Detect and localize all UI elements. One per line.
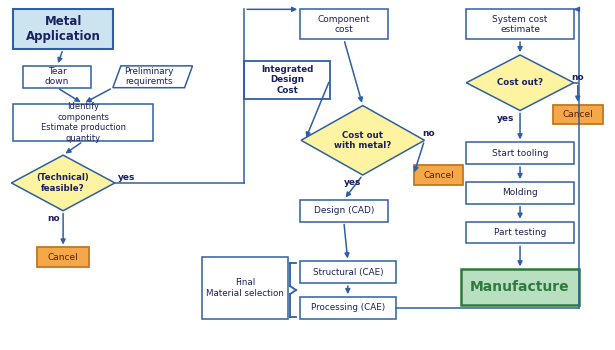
- FancyBboxPatch shape: [413, 165, 463, 185]
- FancyBboxPatch shape: [461, 269, 579, 305]
- Text: (Technical)
feasible?: (Technical) feasible?: [37, 173, 90, 193]
- Text: Manufacture: Manufacture: [470, 280, 570, 294]
- FancyBboxPatch shape: [466, 182, 574, 204]
- Text: Integrated
Design
Cost: Integrated Design Cost: [261, 65, 313, 94]
- Text: Cancel: Cancel: [423, 170, 454, 180]
- Text: yes: yes: [118, 174, 135, 182]
- Text: Start tooling: Start tooling: [492, 149, 549, 158]
- FancyBboxPatch shape: [553, 105, 603, 124]
- Text: Component
cost: Component cost: [317, 14, 370, 34]
- Text: Design (CAD): Design (CAD): [314, 206, 374, 215]
- Text: Final
Material selection: Final Material selection: [207, 278, 284, 298]
- Text: System cost
estimate: System cost estimate: [493, 14, 548, 34]
- FancyBboxPatch shape: [300, 200, 387, 222]
- FancyBboxPatch shape: [466, 222, 574, 244]
- Text: no: no: [571, 73, 584, 82]
- FancyBboxPatch shape: [300, 9, 387, 39]
- Text: Processing (CAE): Processing (CAE): [311, 303, 385, 313]
- Text: Cost out?: Cost out?: [497, 78, 543, 87]
- FancyBboxPatch shape: [300, 261, 395, 283]
- FancyBboxPatch shape: [466, 142, 574, 164]
- Text: Cost out
with metal?: Cost out with metal?: [334, 131, 391, 150]
- Text: Identify
components
Estimate production
quantity: Identify components Estimate production …: [41, 102, 125, 142]
- FancyBboxPatch shape: [38, 247, 89, 267]
- Text: no: no: [47, 214, 60, 223]
- Text: Preliminary
requiremts: Preliminary requiremts: [124, 67, 173, 86]
- FancyBboxPatch shape: [14, 104, 153, 141]
- Text: Molding: Molding: [502, 188, 538, 197]
- Polygon shape: [113, 66, 192, 88]
- Text: no: no: [422, 129, 435, 138]
- Polygon shape: [301, 106, 424, 175]
- FancyBboxPatch shape: [202, 257, 288, 319]
- Polygon shape: [466, 55, 574, 111]
- Text: yes: yes: [344, 178, 362, 188]
- FancyBboxPatch shape: [14, 9, 113, 49]
- FancyBboxPatch shape: [466, 9, 574, 39]
- Text: Metal
Application: Metal Application: [26, 15, 100, 43]
- Polygon shape: [11, 155, 115, 211]
- Text: Structural (CAE): Structural (CAE): [312, 268, 383, 277]
- Text: Cancel: Cancel: [48, 253, 79, 262]
- FancyBboxPatch shape: [300, 297, 395, 319]
- Text: Part testing: Part testing: [494, 228, 546, 237]
- Text: Cancel: Cancel: [562, 110, 593, 119]
- FancyBboxPatch shape: [244, 61, 330, 99]
- Text: Tear
down: Tear down: [45, 67, 69, 86]
- FancyBboxPatch shape: [23, 66, 91, 88]
- Text: yes: yes: [498, 114, 515, 123]
